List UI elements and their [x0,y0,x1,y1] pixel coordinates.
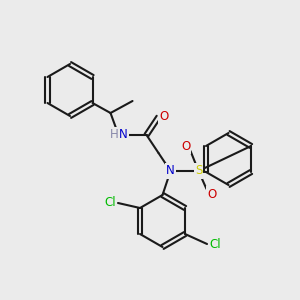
Text: N: N [166,164,175,178]
Text: Cl: Cl [209,238,221,250]
Text: Cl: Cl [104,196,116,209]
Text: O: O [181,140,190,152]
Text: O: O [159,110,168,124]
Text: N: N [119,128,128,142]
Text: S: S [195,164,202,178]
Text: O: O [207,188,216,200]
Text: H: H [110,128,119,142]
